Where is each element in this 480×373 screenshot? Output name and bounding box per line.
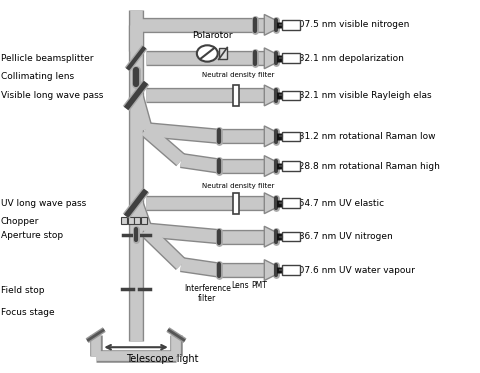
Text: Chopper: Chopper — [0, 217, 39, 226]
Bar — [141, 217, 147, 224]
Bar — [282, 132, 300, 141]
Bar — [128, 217, 134, 224]
Bar — [282, 232, 300, 241]
Text: 531.2 nm rotational Raman low: 531.2 nm rotational Raman low — [293, 132, 435, 141]
Text: Visible long wave pass: Visible long wave pass — [0, 91, 103, 100]
Text: Interference
filter: Interference filter — [184, 284, 231, 303]
Text: 532.1 nm depolarization: 532.1 nm depolarization — [293, 54, 404, 63]
Circle shape — [197, 45, 218, 62]
Polygon shape — [264, 85, 276, 106]
Polygon shape — [264, 48, 276, 69]
Text: 607.5 nm visible nitrogen: 607.5 nm visible nitrogen — [293, 21, 409, 29]
Text: 386.7 nm UV nitrogen: 386.7 nm UV nitrogen — [293, 232, 393, 241]
Bar — [282, 53, 300, 63]
Text: Field stop: Field stop — [0, 286, 44, 295]
Polygon shape — [264, 156, 276, 176]
Bar — [282, 91, 300, 100]
Text: Focus stage: Focus stage — [0, 308, 54, 317]
Text: Lens: Lens — [232, 281, 249, 290]
Text: Neutral density filter: Neutral density filter — [202, 184, 275, 189]
Text: UV long wave pass: UV long wave pass — [0, 199, 86, 208]
Text: Aperture stop: Aperture stop — [0, 231, 63, 240]
Text: Polarotor: Polarotor — [192, 31, 232, 40]
Text: 528.8 nm rotational Raman high: 528.8 nm rotational Raman high — [293, 162, 440, 170]
Polygon shape — [264, 260, 276, 280]
Polygon shape — [264, 226, 276, 247]
Text: Pellicle beamsplitter: Pellicle beamsplitter — [0, 54, 93, 63]
Polygon shape — [264, 193, 276, 214]
Bar — [282, 198, 300, 208]
Bar — [134, 217, 140, 224]
Text: 532.1 nm visible Rayleigh elas: 532.1 nm visible Rayleigh elas — [293, 91, 432, 100]
Bar — [121, 217, 127, 224]
Text: 407.6 nm UV water vapour: 407.6 nm UV water vapour — [293, 266, 415, 275]
Polygon shape — [264, 15, 276, 35]
Bar — [282, 20, 300, 30]
Bar — [233, 193, 239, 214]
Bar — [282, 161, 300, 171]
Text: 354.7 nm UV elastic: 354.7 nm UV elastic — [293, 199, 384, 208]
Text: Collimating lens: Collimating lens — [0, 72, 74, 81]
Text: Neutral density filter: Neutral density filter — [202, 72, 275, 78]
Bar — [233, 85, 239, 106]
Bar — [219, 47, 227, 59]
Text: Telescope light: Telescope light — [126, 354, 198, 364]
Polygon shape — [264, 126, 276, 147]
Bar — [282, 265, 300, 275]
Text: PMT: PMT — [252, 281, 267, 290]
